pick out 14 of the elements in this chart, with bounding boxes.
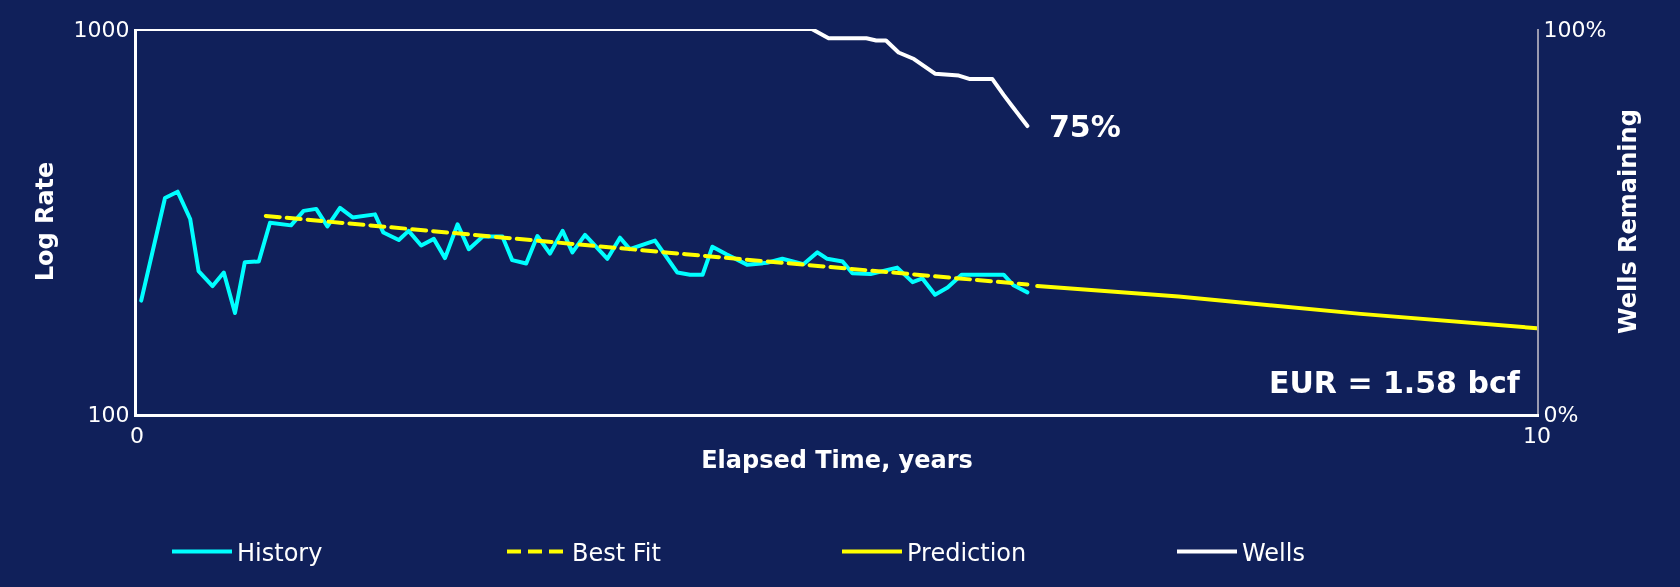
y2-axis-title: Wells Remaining (1614, 109, 1643, 334)
annotation: 75% (1049, 109, 1121, 144)
y-axis-title: Log Rate (30, 161, 59, 282)
line-series (1035, 284, 1537, 331)
legend-label: Best Fit (572, 538, 661, 567)
y2-tick-label: 100% (1543, 16, 1607, 42)
legend-label: Wells (1242, 538, 1305, 567)
x-axis-title: Elapsed Time, years (701, 445, 973, 474)
annotation: EUR = 1.58 bcf (1269, 365, 1521, 400)
legend-label: Prediction (907, 538, 1027, 567)
y-tick-label: 1000 (73, 16, 130, 42)
x-tick-label: 0 (130, 423, 144, 449)
y-tick-label: 100 (87, 401, 130, 427)
legend-label: History (237, 538, 323, 567)
